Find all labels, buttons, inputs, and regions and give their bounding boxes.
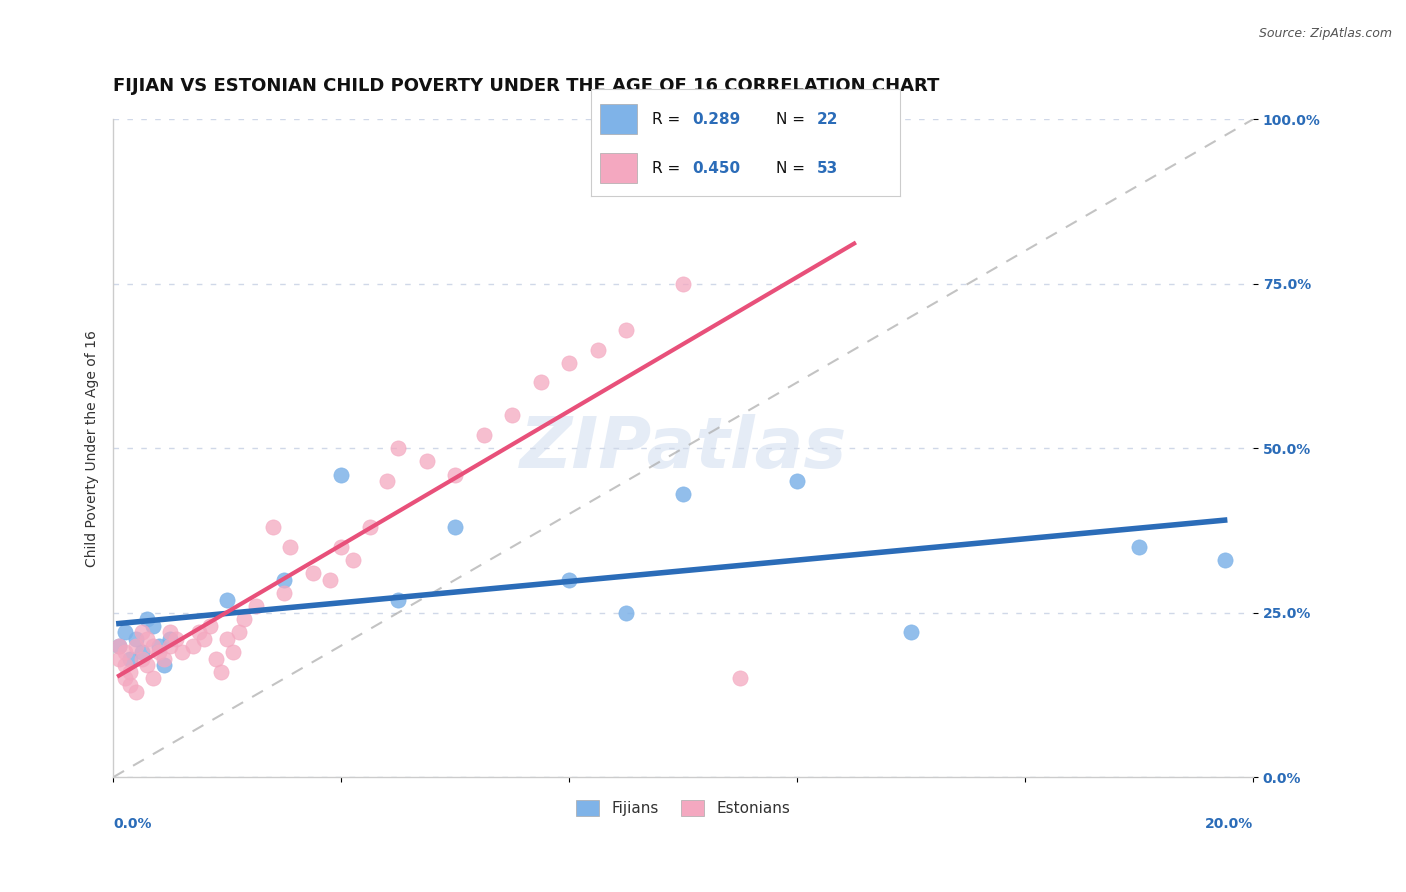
Point	[728, 672, 751, 686]
Point	[222, 645, 245, 659]
Point	[387, 441, 409, 455]
Point	[165, 632, 187, 646]
Text: R =: R =	[652, 112, 686, 127]
FancyBboxPatch shape	[600, 153, 637, 184]
Point	[148, 639, 170, 653]
Point	[114, 672, 136, 686]
Point	[900, 625, 922, 640]
Point	[245, 599, 267, 614]
Text: 22: 22	[817, 112, 838, 127]
FancyBboxPatch shape	[600, 104, 637, 134]
Text: 0.450: 0.450	[693, 161, 741, 176]
Point	[181, 639, 204, 653]
Point	[273, 586, 295, 600]
Point	[108, 652, 131, 666]
Point	[672, 277, 695, 291]
Point	[530, 376, 553, 390]
Text: ZIPatlas: ZIPatlas	[519, 414, 846, 483]
Point	[153, 652, 176, 666]
Point	[278, 540, 301, 554]
Point	[586, 343, 609, 357]
Point	[108, 639, 131, 653]
Text: 20.0%: 20.0%	[1205, 817, 1253, 830]
Point	[262, 520, 284, 534]
Point	[415, 454, 437, 468]
Point	[131, 625, 153, 640]
Point	[114, 658, 136, 673]
Point	[159, 625, 181, 640]
Point	[125, 632, 148, 646]
Point	[330, 467, 353, 482]
Point	[125, 684, 148, 698]
Point	[501, 409, 523, 423]
Point	[319, 573, 342, 587]
Point	[217, 592, 239, 607]
Point	[159, 632, 181, 646]
Point	[558, 573, 581, 587]
Point	[228, 625, 250, 640]
Point	[170, 645, 193, 659]
Point	[131, 652, 153, 666]
Point	[142, 619, 165, 633]
Text: N =: N =	[776, 161, 810, 176]
Point	[342, 553, 364, 567]
Point	[375, 474, 398, 488]
Point	[142, 639, 165, 653]
Point	[193, 632, 215, 646]
Point	[198, 619, 221, 633]
Text: 0.289: 0.289	[693, 112, 741, 127]
Point	[136, 632, 159, 646]
Point	[153, 658, 176, 673]
Point	[273, 573, 295, 587]
Point	[842, 132, 865, 146]
Text: Source: ZipAtlas.com: Source: ZipAtlas.com	[1258, 27, 1392, 40]
Point	[204, 652, 226, 666]
Point	[125, 639, 148, 653]
Point	[444, 520, 467, 534]
Text: 0.0%: 0.0%	[114, 817, 152, 830]
Point	[120, 665, 142, 679]
Point	[330, 540, 353, 554]
Point	[131, 645, 153, 659]
Point	[142, 672, 165, 686]
Point	[359, 520, 381, 534]
Y-axis label: Child Poverty Under the Age of 16: Child Poverty Under the Age of 16	[86, 330, 100, 566]
Point	[108, 639, 131, 653]
Point	[444, 467, 467, 482]
Point	[114, 625, 136, 640]
Point	[614, 323, 637, 337]
Point	[114, 645, 136, 659]
Point	[159, 639, 181, 653]
Text: N =: N =	[776, 112, 810, 127]
Point	[136, 612, 159, 626]
Point	[211, 665, 233, 679]
Point	[136, 658, 159, 673]
Legend: Fijians, Estonians: Fijians, Estonians	[569, 794, 796, 822]
Point	[217, 632, 239, 646]
Point	[387, 592, 409, 607]
Point	[187, 625, 209, 640]
Point	[558, 356, 581, 370]
Point	[786, 474, 808, 488]
Point	[472, 428, 495, 442]
Text: 53: 53	[817, 161, 838, 176]
Point	[301, 566, 323, 581]
Point	[1128, 540, 1150, 554]
Point	[148, 645, 170, 659]
Point	[1213, 553, 1236, 567]
Text: R =: R =	[652, 161, 686, 176]
Point	[614, 606, 637, 620]
Point	[120, 678, 142, 692]
Point	[233, 612, 256, 626]
Point	[672, 487, 695, 501]
Text: FIJIAN VS ESTONIAN CHILD POVERTY UNDER THE AGE OF 16 CORRELATION CHART: FIJIAN VS ESTONIAN CHILD POVERTY UNDER T…	[114, 78, 939, 95]
Point	[120, 652, 142, 666]
